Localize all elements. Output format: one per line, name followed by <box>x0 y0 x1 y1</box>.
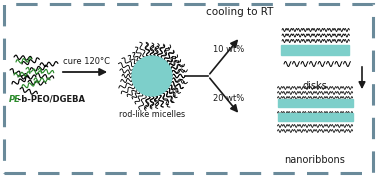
Text: nanoribbons: nanoribbons <box>285 155 345 165</box>
Text: -b-PEO/DGEBA: -b-PEO/DGEBA <box>9 95 85 104</box>
Text: cooling to RT: cooling to RT <box>206 7 274 17</box>
Text: disks: disks <box>303 81 327 91</box>
Text: cure 120°C: cure 120°C <box>63 57 110 66</box>
Bar <box>277 99 353 107</box>
Bar <box>277 113 353 121</box>
Circle shape <box>132 56 172 96</box>
Text: PE: PE <box>9 95 21 104</box>
Text: 10 wt%: 10 wt% <box>213 45 244 54</box>
Text: rod-like micelles: rod-like micelles <box>119 110 185 119</box>
Text: 20 wt%: 20 wt% <box>213 94 244 103</box>
Bar <box>281 45 349 55</box>
